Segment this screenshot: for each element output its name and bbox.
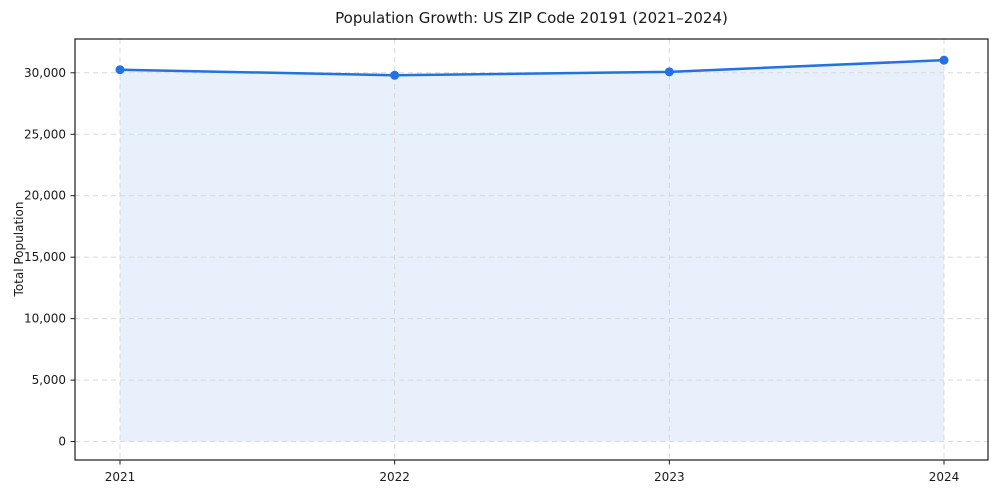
x-tick-label: 2022 <box>379 470 410 484</box>
data-point-2022 <box>390 70 400 80</box>
plot-area <box>74 38 989 461</box>
y-tick-label: 25,000 <box>24 127 66 141</box>
x-tick-label: 2024 <box>929 470 960 484</box>
y-tick-label: 10,000 <box>24 312 66 326</box>
y-tick-label: 20,000 <box>24 189 66 203</box>
data-point-2023 <box>664 67 674 77</box>
y-tick-label: 5,000 <box>32 373 66 387</box>
data-point-2021 <box>115 65 125 75</box>
series-line <box>118 58 946 77</box>
y-tick-label: 30,000 <box>24 66 66 80</box>
y-tick-label: 0 <box>58 435 66 449</box>
area-fill <box>120 60 944 442</box>
x-tick-label: 2023 <box>654 470 685 484</box>
data-point-2024 <box>939 55 949 65</box>
chart-title: Population Growth: US ZIP Code 20191 (20… <box>335 9 728 27</box>
x-tick-label: 2021 <box>105 470 136 484</box>
y-tick-label: 15,000 <box>24 250 66 264</box>
